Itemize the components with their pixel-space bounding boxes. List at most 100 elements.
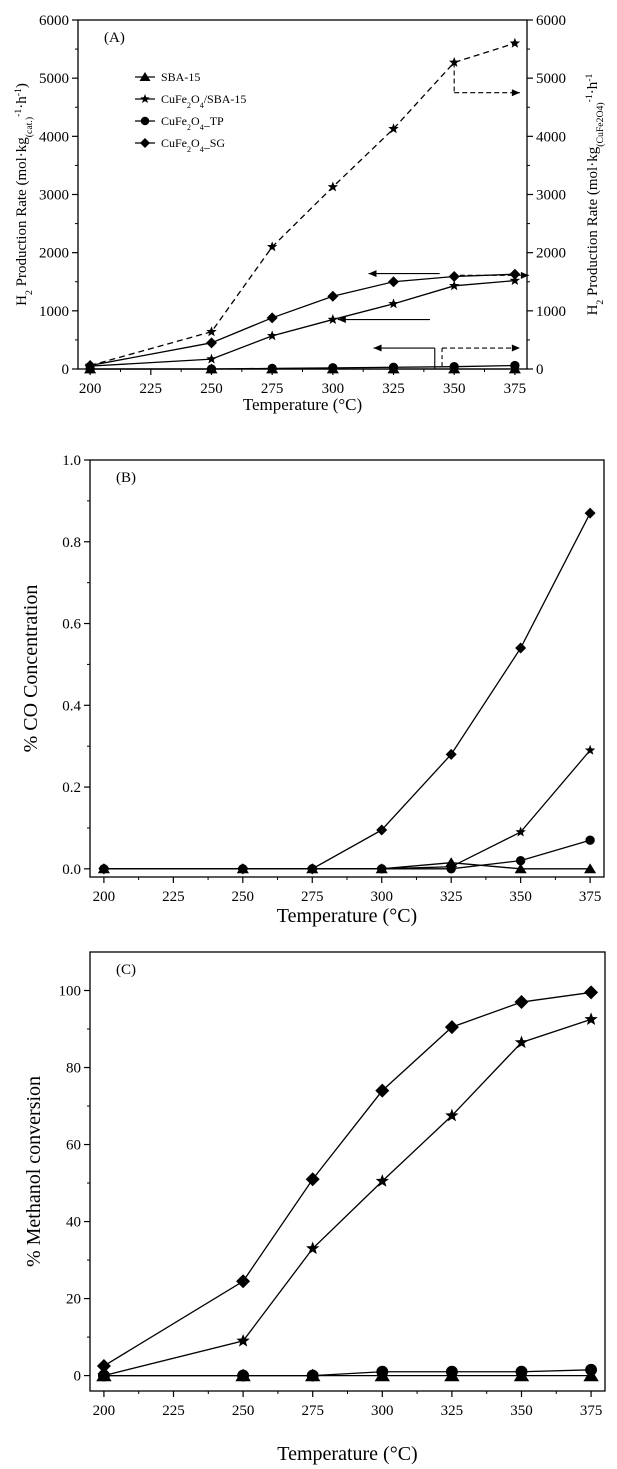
data-point-circle xyxy=(510,360,520,371)
data-point-diamond xyxy=(98,863,110,875)
x-tick-label: 200 xyxy=(93,1403,116,1419)
y-axis-label: H2 Production Rate (mol·kg(cat.)-1·h-1) xyxy=(13,83,35,306)
arrow-left-axis-star-head xyxy=(337,316,346,324)
x-tick-label: 275 xyxy=(301,1403,324,1419)
data-point-diamond xyxy=(584,985,599,1000)
y-right-axis-label: H2 Production Rate (mol·kg(CuFe2O4)-1·h-… xyxy=(584,73,606,315)
series-line xyxy=(103,512,591,870)
data-point-circle xyxy=(515,855,526,866)
data-point-circle xyxy=(449,361,459,372)
x-tick-label: 250 xyxy=(232,889,255,905)
arrow-right-axis-low-head xyxy=(511,344,520,352)
data-point-circle xyxy=(377,864,387,874)
data-point-diamond xyxy=(375,1083,390,1098)
legend-marker xyxy=(140,138,150,148)
legend-item-triangle: SBA-15 xyxy=(135,70,200,84)
axis-arrows xyxy=(337,62,529,369)
y-right-tick-label: 2000 xyxy=(536,246,566,262)
series-star-dashed xyxy=(84,37,521,370)
data-point-star xyxy=(514,1035,529,1049)
y-tick-label: 3000 xyxy=(39,188,69,204)
series-line xyxy=(89,42,516,367)
data-point-diamond xyxy=(509,268,521,280)
legend-marker xyxy=(140,116,150,126)
y-tick-label: 80 xyxy=(66,1061,81,1077)
series-star xyxy=(97,1012,598,1382)
data-point-diamond xyxy=(266,312,278,324)
legend-label-part: 2 xyxy=(187,145,191,154)
legend-item-diamond: CuFe2O4_SG xyxy=(135,136,225,154)
y-axis-label-part: (cat.) xyxy=(24,117,35,137)
y-right-tick-label: 5000 xyxy=(536,71,566,87)
data-point-circle xyxy=(445,1365,458,1378)
data-point-diamond xyxy=(306,863,318,875)
data-point-star xyxy=(509,275,521,286)
arrow-right-axis-dashed-head xyxy=(511,89,520,97)
y-tick-label: 40 xyxy=(66,1215,81,1231)
data-point-star xyxy=(388,123,399,134)
legend-label-part: 4 xyxy=(200,145,204,154)
data-point-diamond xyxy=(376,824,388,836)
data-point-star xyxy=(584,744,596,755)
data-point-diamond xyxy=(327,290,339,302)
data-point-star xyxy=(388,298,399,309)
y-right-tick-label: 6000 xyxy=(536,13,566,29)
data-point-circle xyxy=(585,1363,598,1376)
x-tick-label: 200 xyxy=(79,381,102,397)
x-tick-label: 275 xyxy=(301,889,324,905)
x-tick-label: 225 xyxy=(140,381,163,397)
legend-label-part: 4 xyxy=(200,123,204,132)
x-tick-label: 200 xyxy=(93,889,116,905)
data-point-circle xyxy=(267,363,277,374)
y-tick-label: 60 xyxy=(66,1138,81,1154)
y-tick-label: 0.2 xyxy=(62,780,81,796)
y-tick-label: 6000 xyxy=(39,13,69,29)
x-tick-label: 275 xyxy=(261,381,284,397)
panel-3: 200 225 250 275 300 325 350 375 0 20 40 60 80 100 (C) T… xyxy=(23,951,606,1465)
data-point-star xyxy=(584,1012,598,1026)
panel-1: 200 225 250 275 300 325 350 375 0 0 1000 1000 2000 20… xyxy=(13,13,606,414)
y-tick-label: 2000 xyxy=(39,246,69,262)
panel-2: 200 225 250 275 300 325 350 375 0.0 0.2 0.4 0.6 0.8 1… xyxy=(20,453,605,927)
legend-item-star: CuFe2O4/SBA-15 xyxy=(135,92,246,110)
data-point-triangle xyxy=(584,863,597,874)
data-point-diamond xyxy=(584,507,596,519)
arrow-left-axis-low-head xyxy=(373,344,382,352)
data-point-diamond xyxy=(514,995,529,1010)
legend-label: CuFe2O4_TP xyxy=(161,114,224,132)
series-circle xyxy=(97,1363,598,1382)
arrow-right-axis-diamond-head xyxy=(520,271,529,279)
data-point-star xyxy=(375,1174,389,1187)
y-axis-label-part: 2 xyxy=(24,290,35,295)
series-line xyxy=(103,749,591,870)
legend-label-part: O xyxy=(191,136,200,150)
legend-label-part: 4 xyxy=(200,101,204,110)
x-tick-label: 300 xyxy=(370,889,393,905)
x-tick-label: 375 xyxy=(504,381,527,397)
legend-label-part: _TP xyxy=(203,114,224,128)
legend-label: CuFe2O4/SBA-15 xyxy=(161,92,246,110)
y-right-tick-label: 1000 xyxy=(536,304,566,320)
y-tick-label: 1.0 xyxy=(62,453,81,469)
data-point-star xyxy=(84,360,96,370)
plot-frame xyxy=(77,19,528,370)
data-point-diamond xyxy=(96,1358,111,1373)
legend-label-part: CuFe xyxy=(161,92,187,106)
data-point-circle xyxy=(376,1365,389,1378)
y-axis-label-part: -1 xyxy=(13,109,24,117)
data-point-circle xyxy=(306,1369,319,1382)
y-tick-label: 0.8 xyxy=(62,535,81,551)
y-right-tick-label: 3000 xyxy=(536,188,566,204)
x-tick-label: 250 xyxy=(200,381,223,397)
y-tick-label: 0 xyxy=(74,1369,82,1385)
legend-label-part: 2 xyxy=(187,101,191,110)
y-right-tick-label: 4000 xyxy=(536,129,566,145)
plot-frame xyxy=(89,951,606,1392)
x-tick-label: 325 xyxy=(382,381,405,397)
plot-frame xyxy=(89,459,605,878)
x-tick-label: 300 xyxy=(371,1403,394,1419)
y-right-tick-label: 0 xyxy=(536,362,544,378)
panel-label: (B) xyxy=(116,470,136,486)
x-tick-label: 225 xyxy=(162,889,185,905)
